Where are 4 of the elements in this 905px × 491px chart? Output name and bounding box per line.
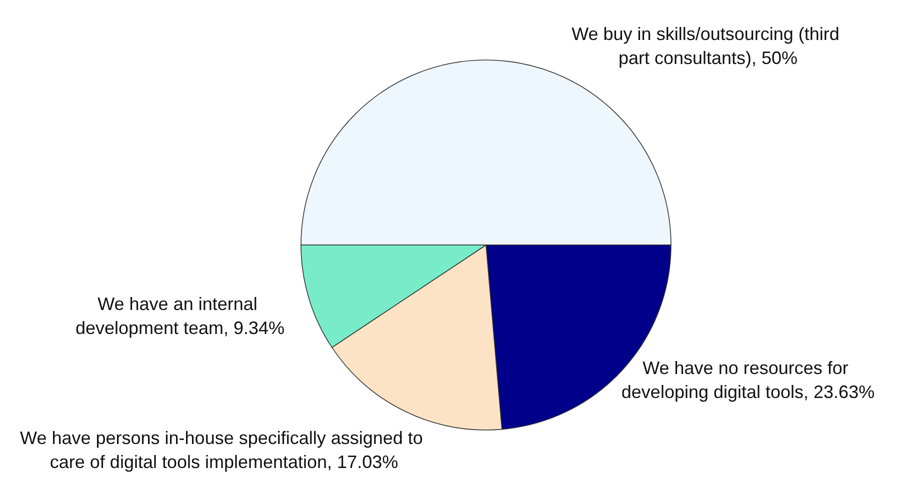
slice-label: We have no resources for developing digital tools, 23.63% xyxy=(621,358,875,402)
slice-label: We have persons in-house specifically assigned to care of digital tools implementation, 17.03% xyxy=(20,428,428,472)
slice-label: We buy in skills/outsourcing (third part consultants), 50% xyxy=(572,24,844,68)
slice-label: We have an internal development team, 9.34% xyxy=(75,294,285,338)
